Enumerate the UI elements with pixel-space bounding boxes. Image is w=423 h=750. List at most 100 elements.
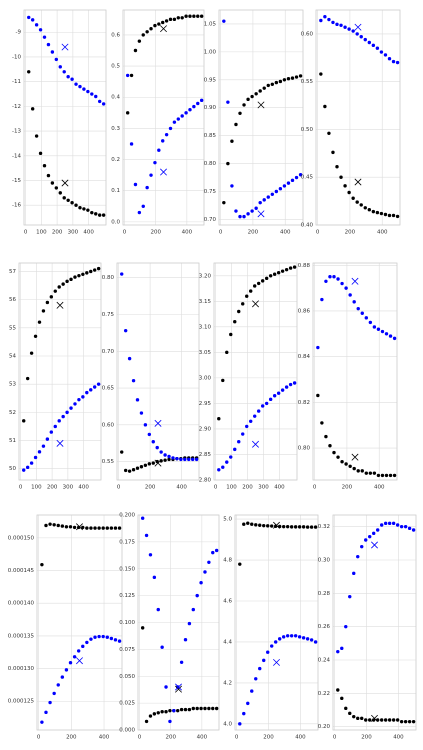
point [387,213,392,218]
point [65,410,69,415]
x-marker [154,459,162,467]
x-tick-label: 400 [99,735,110,741]
x-marker [252,440,259,448]
point [29,461,34,465]
axes-frame [122,9,205,226]
point [290,178,295,183]
point [323,14,327,19]
point [305,525,310,529]
point [226,100,230,104]
point [225,460,229,464]
y-tick-label: 0.82 [298,400,310,406]
point [355,32,359,36]
point [58,65,62,69]
point [101,213,106,217]
axes-frame [332,514,417,731]
x-marker [175,685,182,693]
point [97,526,101,530]
point [376,473,381,478]
point [156,711,160,715]
point [131,378,136,383]
point [368,534,372,539]
point [62,70,66,74]
y-tick-label: 0.025 [119,701,135,707]
point [22,419,26,423]
point [168,17,173,22]
axes-frame [312,262,398,481]
y-tick-label: 4.0 [223,721,232,727]
x-tick-label: 400 [295,735,306,741]
point [351,29,355,33]
point [241,302,245,306]
x-tick-label: 0 [24,230,28,236]
x-tick-label: 200 [165,735,176,741]
point [139,465,144,469]
x-tick-label: 400 [78,485,89,491]
point [340,460,344,464]
point [113,526,118,530]
point [335,22,339,27]
point [77,273,81,278]
point [207,560,211,564]
point [360,469,364,473]
point [258,89,262,93]
point [68,525,73,529]
point [282,78,287,82]
point [272,394,277,398]
point [97,213,102,217]
point [340,696,344,701]
point [407,526,412,531]
point [278,79,283,84]
y-tick-label: 0.80 [298,446,311,452]
point [78,206,82,210]
y-tick-label: 4.2 [223,680,232,686]
point [320,421,324,425]
point [148,553,153,557]
point [90,92,94,96]
point [254,92,258,96]
point [127,356,132,361]
point [211,550,215,555]
point [140,516,145,520]
x-tick-label: 200 [145,485,156,491]
x-marker [252,300,259,308]
point [226,161,230,166]
point [175,456,179,461]
point [254,523,258,527]
point [171,456,175,460]
point [94,94,98,99]
point [152,712,157,716]
point [117,526,122,530]
point [293,634,298,638]
point [293,525,298,529]
point [268,274,273,278]
point [289,525,294,529]
y-tick-label: 5.0 [223,517,232,523]
point [68,660,73,665]
point [85,640,89,645]
x-tick-label: 400 [182,230,193,236]
point [225,350,229,355]
point [411,528,416,532]
x-tick-label: 200 [150,230,161,236]
point [343,25,347,29]
point [359,203,363,207]
point [89,388,93,392]
point [391,213,396,218]
x-tick-label: 0 [117,485,121,491]
point [160,710,164,714]
point [305,637,310,641]
point [131,468,136,472]
y-tick-label: 0.86 [298,308,311,314]
point [336,649,340,654]
point [183,638,188,642]
point [294,75,299,79]
y-tick-label: 0.55 [102,459,115,465]
x-tick-label: 0 [19,485,23,491]
y-tick-label: 56 [9,297,16,303]
point [388,473,393,478]
axes-frame [36,514,123,731]
point [331,20,335,25]
point [372,471,377,475]
point [230,139,234,143]
